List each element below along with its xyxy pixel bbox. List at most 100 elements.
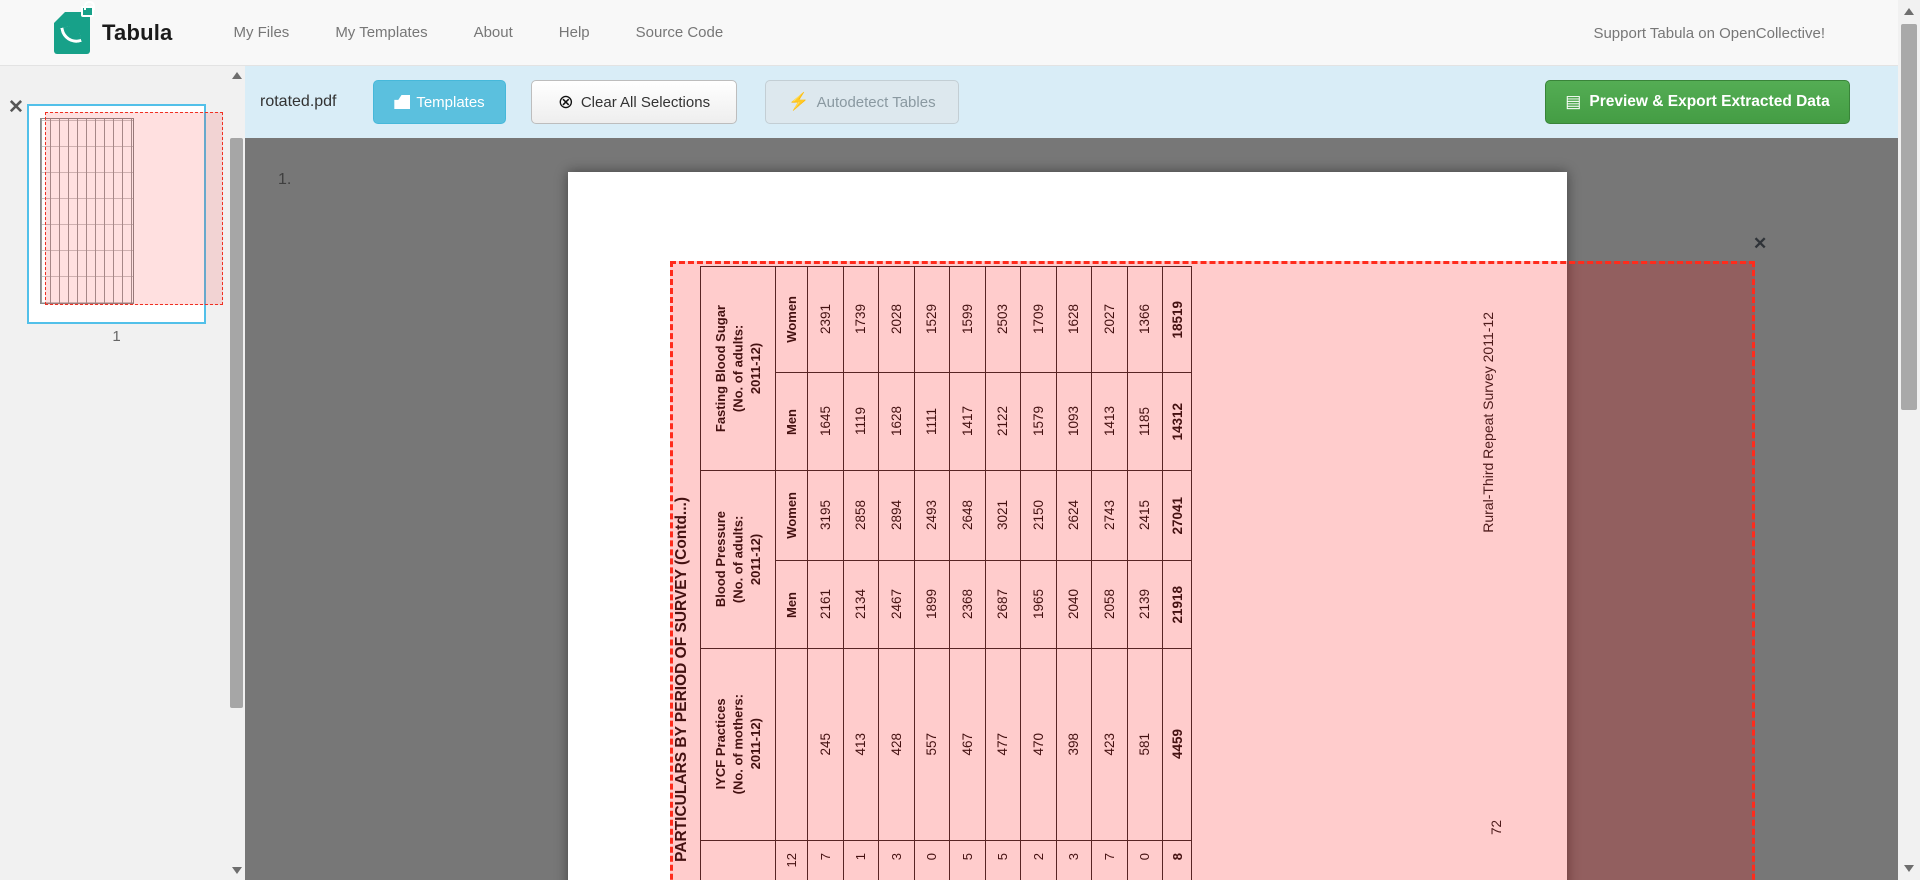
page-thumbnail-table: [40, 118, 134, 304]
table-cell: 2391: [807, 266, 843, 372]
table-cell: 2648: [949, 470, 985, 560]
table-cell: 2028: [878, 266, 914, 372]
table-cell: 1093: [1055, 372, 1091, 470]
table-cell: 398: [1055, 648, 1091, 840]
templates-icon: [394, 95, 411, 109]
table-partial-cell: 12: [775, 840, 807, 880]
table-partial-cell: 2: [1020, 840, 1056, 880]
table-cell: 2858: [842, 470, 878, 560]
table-list-icon: ▤: [1565, 92, 1582, 111]
table-cell: 1413: [1091, 372, 1127, 470]
navbar: Tabula My Files My Templates About Help …: [0, 0, 1920, 66]
table-cell: 2503: [984, 266, 1020, 372]
page-thumbnail[interactable]: [27, 104, 206, 324]
table-cell: 1119: [842, 372, 878, 470]
table-cell: 1628: [878, 372, 914, 470]
templates-button[interactable]: Templates: [373, 80, 506, 124]
templates-button-label: Templates: [416, 93, 485, 111]
table-cell: 2134: [842, 560, 878, 648]
pdf-page[interactable]: PARTICULARS BY PERIOD OF SURVEY (Contd..…: [568, 172, 1567, 880]
table-partial-cell: 1: [842, 840, 878, 880]
table-subheader: [775, 648, 807, 840]
table-cell: 467: [949, 648, 985, 840]
nav-menu: My Files My Templates About Help Source …: [210, 10, 746, 55]
table-total-cell: 14312: [1162, 372, 1192, 470]
page-fold-icon: [54, 11, 65, 23]
table-partial-cell: 7: [1091, 840, 1127, 880]
table-cell: 428: [878, 648, 914, 840]
table-cell: 470: [1020, 648, 1056, 840]
autodetect-button-label: Autodetect Tables: [816, 93, 936, 111]
sidebar-scrollbar: [228, 66, 245, 880]
thumbnail-page-number: 1: [112, 328, 121, 345]
table-cell: 2415: [1126, 470, 1162, 560]
table-cell: 1899: [913, 560, 949, 648]
nav-item-source-code[interactable]: Source Code: [635, 24, 724, 41]
table-total-cell: 4459: [1162, 648, 1192, 840]
sidebar-scrollbar-thumb[interactable]: [230, 138, 243, 708]
table-total-cell: 27041: [1162, 470, 1192, 560]
table-cell: 1628: [1055, 266, 1091, 372]
pdf-swoosh-icon: [60, 23, 82, 46]
table-cell: 1111: [913, 372, 949, 470]
table-partial-cell: 3: [878, 840, 914, 880]
support-link[interactable]: Support Tabula on OpenCollective!: [1593, 24, 1825, 42]
table-total-cell: 18519: [1162, 266, 1192, 372]
table-cell: 2743: [1091, 470, 1127, 560]
tabula-logo-icon[interactable]: [54, 0, 95, 54]
table-group-header: IYCF Practices (No. of mothers: 2011-12): [700, 648, 775, 840]
table-cell: 2139: [1126, 560, 1162, 648]
thumbnail-selection-overlay[interactable]: [45, 112, 223, 305]
page-marker: 1.: [278, 171, 292, 188]
nav-item-help[interactable]: Help: [558, 24, 590, 41]
thumbnail-sidebar: ✕ 1: [0, 66, 245, 880]
table-cell: 1579: [1020, 372, 1056, 470]
table-partial-cell: 0: [1126, 840, 1162, 880]
autodetect-tables-button-disabled[interactable]: ⚡ Autodetect Tables: [765, 80, 959, 124]
nav-item-my-templates[interactable]: My Templates: [335, 24, 428, 41]
table-cell: 2058: [1091, 560, 1127, 648]
table-cell: 413: [842, 648, 878, 840]
table-cell: 3195: [807, 470, 843, 560]
table-cell: 2687: [984, 560, 1020, 648]
preview-export-button[interactable]: ▤ Preview & Export Extracted Data: [1545, 80, 1850, 124]
scroll-up-icon[interactable]: [232, 72, 242, 79]
table-subheader: Men: [775, 372, 807, 470]
table-group-header: Blood Pressure (No. of adults: 2011-12): [700, 470, 775, 648]
table-cell: 1185: [1126, 372, 1162, 470]
selection-close-icon[interactable]: ✕: [1753, 234, 1768, 253]
scrollbar-down-icon[interactable]: [1904, 865, 1914, 872]
nav-item-about[interactable]: About: [473, 24, 513, 41]
thumbnail-selection-close-icon[interactable]: ✕: [8, 97, 24, 118]
clear-button-label: Clear All Selections: [580, 93, 711, 111]
selection-overlay[interactable]: [670, 261, 1755, 880]
pdf-viewer-canvas[interactable]: 1. PARTICULARS BY PERIOD OF SURVEY (Cont…: [245, 138, 1898, 880]
table-subheader: Women: [775, 266, 807, 372]
table-partial-cell: 3: [1055, 840, 1091, 880]
table-cell: 2122: [984, 372, 1020, 470]
brand-title[interactable]: Tabula: [102, 19, 173, 45]
scrollbar-up-icon[interactable]: [1904, 8, 1914, 15]
nav-item-my-files[interactable]: My Files: [233, 24, 290, 41]
scroll-down-icon[interactable]: [232, 867, 242, 874]
table-cell: 1965: [1020, 560, 1056, 648]
table-cell: 2624: [1055, 470, 1091, 560]
rotated-table: PARTICULARS BY PERIOD OF SURVEY (Contd..…: [663, 266, 1192, 880]
circle-x-icon: ⊗: [557, 91, 574, 113]
table-empty-cell: [700, 840, 775, 880]
table-cell: 1417: [949, 372, 985, 470]
table-cell: 2150: [1020, 470, 1056, 560]
clear-all-selections-button[interactable]: ⊗ Clear All Selections: [531, 80, 737, 124]
filename-label: rotated.pdf: [260, 93, 337, 110]
table-group-header: Fasting Blood Sugar (No. of adults: 2011…: [700, 266, 775, 470]
table-subheader: Women: [775, 470, 807, 560]
table-cell: 1599: [949, 266, 985, 372]
table-cell: 3021: [984, 470, 1020, 560]
table-cell: 2368: [949, 560, 985, 648]
table-cell: 1645: [807, 372, 843, 470]
vertical-scrollbar-thumb[interactable]: [1901, 24, 1917, 410]
table-partial-cell: 0: [913, 840, 949, 880]
table-cell: 2027: [1091, 266, 1127, 372]
table-partial-cell: 5: [949, 840, 985, 880]
table-cell: 245: [807, 648, 843, 840]
